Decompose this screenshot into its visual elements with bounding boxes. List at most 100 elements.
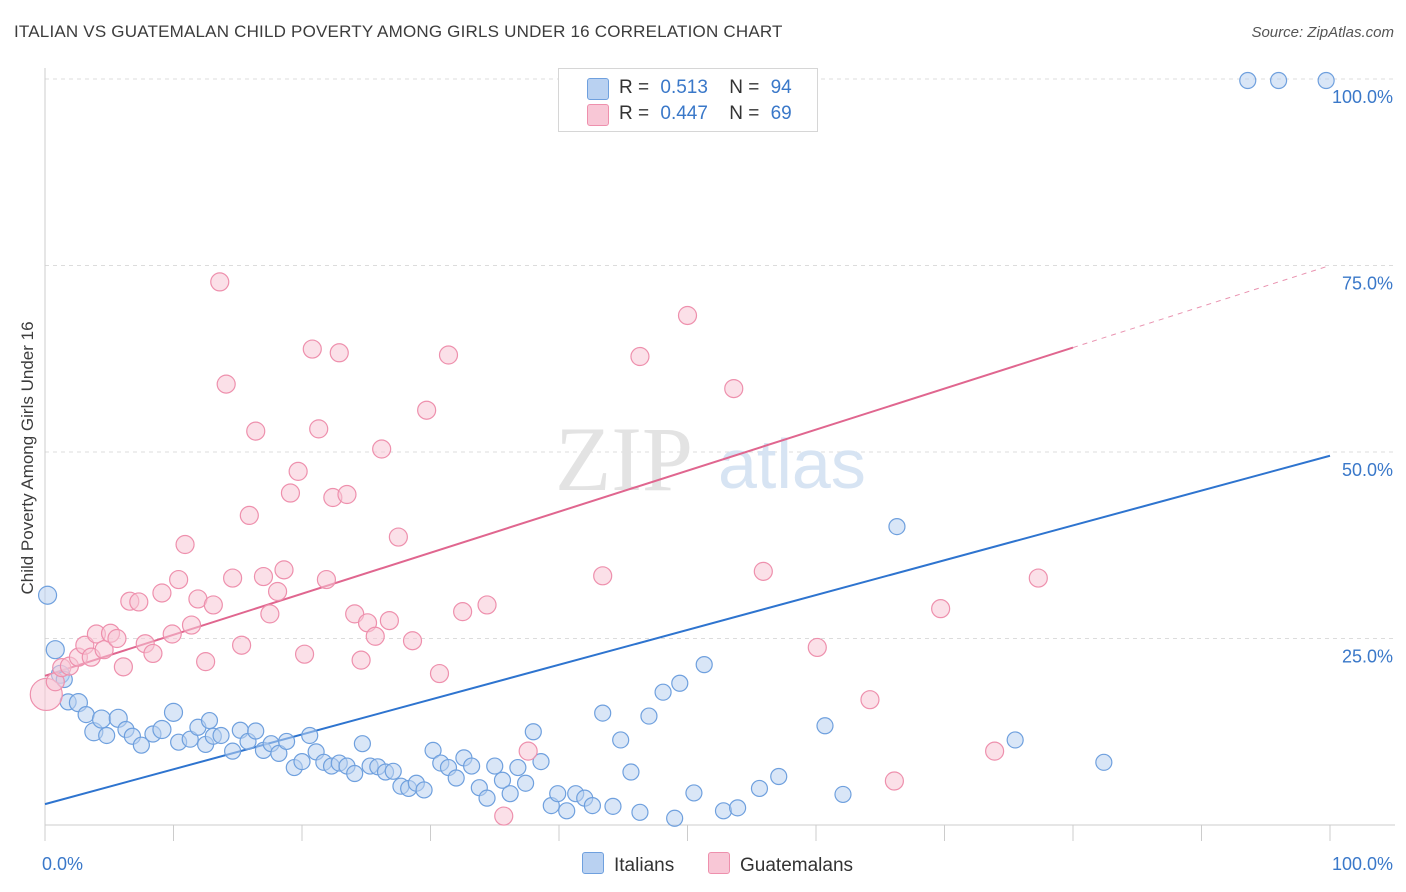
point-italians: [1006, 731, 1024, 749]
point-guatemalans: [477, 595, 497, 615]
bottom-legend-label: Italians: [614, 855, 675, 876]
point-guatemalans: [267, 581, 288, 602]
point-italians: [1269, 71, 1288, 90]
point-guatemalans: [337, 484, 357, 505]
point-italians: [277, 732, 296, 751]
point-italians: [770, 767, 788, 786]
point-italians: [212, 726, 230, 745]
bottom-legend-guatemalans: Guatemalans: [708, 852, 853, 877]
point-italians: [1317, 71, 1335, 90]
point-italians: [91, 709, 112, 729]
point-guatemalans: [169, 569, 189, 590]
point-guatemalans: [753, 561, 773, 581]
legend-r-value: 0.447: [660, 103, 708, 124]
point-guatemalans: [162, 624, 182, 644]
point-italians: [45, 640, 65, 660]
trend-extension-guatemalans: [1072, 265, 1331, 349]
source-label: Source: ZipAtlas.com: [1251, 24, 1394, 41]
point-italians: [631, 803, 649, 821]
point-italians: [37, 585, 58, 605]
point-italians: [524, 723, 542, 741]
point-guatemalans: [113, 657, 133, 677]
point-guatemalans: [494, 806, 514, 826]
point-guatemalans: [438, 345, 459, 365]
point-italians: [695, 656, 713, 674]
point-guatemalans: [294, 644, 315, 664]
point-italians: [640, 707, 658, 725]
point-italians: [98, 726, 116, 745]
italians-swatch: [587, 78, 609, 100]
point-guatemalans: [246, 421, 266, 441]
point-italians: [163, 702, 184, 722]
point-italians: [1239, 71, 1257, 90]
point-italians: [224, 742, 242, 760]
tick-labels: 25.0% 50.0% 75.0% 100.0% 0.0% 100.0%: [42, 87, 1393, 874]
point-guatemalans: [1028, 568, 1048, 588]
legend-r-label: R =: [619, 77, 650, 98]
bottom-legend-label: Guatemalans: [740, 855, 854, 876]
point-italians: [463, 757, 481, 775]
point-guatemalans: [232, 635, 252, 655]
point-guatemalans: [379, 610, 399, 631]
point-italians: [486, 757, 504, 775]
point-italians: [612, 731, 630, 749]
y-tick-label: 100.0%: [1332, 87, 1393, 107]
point-guatemalans: [807, 637, 827, 658]
point-italians: [666, 809, 684, 827]
y-axis-label: Child Poverty Among Girls Under 16: [18, 321, 37, 594]
point-guatemalans: [429, 663, 450, 684]
x-tick-label: 0.0%: [42, 854, 83, 874]
point-guatemalans: [677, 305, 698, 326]
point-guatemalans: [630, 346, 650, 367]
watermark-zip: ZIP: [555, 408, 693, 510]
point-italians: [549, 785, 567, 803]
y-tick-label: 25.0%: [1342, 647, 1393, 667]
point-italians: [604, 797, 622, 815]
point-italians: [152, 719, 172, 740]
point-italians: [384, 762, 402, 780]
point-guatemalans: [129, 592, 149, 612]
point-guatemalans: [280, 483, 301, 503]
legend-r-label: R =: [619, 103, 650, 124]
point-guatemalans: [860, 690, 880, 710]
point-italians: [270, 744, 288, 762]
chart-title: ITALIAN VS GUATEMALAN CHILD POVERTY AMON…: [14, 22, 783, 41]
point-italians: [558, 802, 576, 820]
italians-swatch: [582, 852, 604, 874]
point-italians: [888, 517, 906, 536]
point-guatemalans: [239, 505, 259, 526]
legend-n-label: N =: [729, 103, 760, 124]
point-italians: [516, 774, 535, 792]
point-italians: [493, 771, 512, 789]
legend-r-value: 0.513: [660, 77, 708, 98]
point-guatemalans: [931, 599, 951, 619]
point-guatemalans: [107, 628, 127, 649]
guatemalans-swatch: [708, 852, 730, 874]
point-guatemalans: [365, 626, 385, 646]
point-guatemalans: [94, 640, 114, 660]
x-tick-label: 100.0%: [1332, 854, 1393, 874]
point-italians: [478, 789, 496, 807]
point-guatemalans: [302, 339, 322, 359]
point-guatemalans: [316, 569, 337, 590]
legend-n-value: 69: [770, 103, 792, 124]
legend-n-label: N =: [729, 77, 760, 98]
point-italians: [671, 674, 689, 692]
point-guatemalans: [402, 631, 423, 651]
point-italians: [200, 711, 219, 730]
point-italians: [729, 799, 747, 817]
point-italians: [1095, 753, 1113, 771]
point-guatemalans: [329, 343, 349, 363]
point-guatemalans: [210, 272, 230, 292]
legend: R = 0.513 N = 94 R = 0.447 N = 69: [558, 68, 818, 132]
point-guatemalans: [388, 527, 408, 547]
point-italians: [415, 781, 433, 799]
point-italians: [447, 769, 465, 787]
watermark: ZIP atlas: [555, 408, 866, 510]
point-guatemalans: [216, 374, 236, 394]
point-italians: [353, 735, 371, 753]
point-italians: [532, 752, 550, 771]
point-italians: [509, 758, 527, 777]
point-guatemalans: [518, 741, 538, 761]
